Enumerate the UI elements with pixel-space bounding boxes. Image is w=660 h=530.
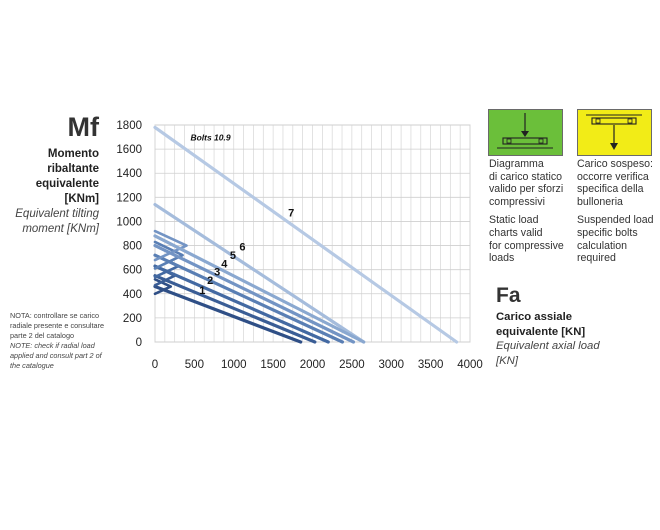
curve-label: 7 <box>288 208 294 220</box>
x-tick-label: 2500 <box>339 359 365 371</box>
mf-en-line1: Equivalent tilting <box>15 208 99 220</box>
static-it-line: valido per sforzi <box>489 183 564 196</box>
y-tick-label: 1000 <box>116 216 142 228</box>
fa-it-line1: Carico assiale <box>496 311 572 323</box>
fa-en-line1: Equivalent axial load <box>496 340 600 352</box>
note: NOTA: controllare se carico radiale pres… <box>10 311 110 371</box>
series-line-4 <box>153 253 345 344</box>
suspended-en: Suspended load specific bolts calculatio… <box>577 214 660 264</box>
y-tick-label: 800 <box>123 241 142 253</box>
note-it: NOTA: controllare se carico radiale pres… <box>10 311 105 340</box>
series-line-7 <box>153 125 459 344</box>
y-tick-label: 0 <box>136 337 142 349</box>
static-en-line: loads <box>489 252 515 265</box>
mf-description: Momento ribaltante equivalente [KNm] Equ… <box>2 147 99 237</box>
mf-symbol: Mf <box>67 112 99 142</box>
curve-label: 4 <box>221 258 228 270</box>
x-tick-label: 3000 <box>378 359 404 371</box>
curve-label: 1 <box>199 285 205 297</box>
static-en: Static load charts valid for compressive… <box>489 214 575 264</box>
y-tick-label: 1400 <box>116 168 142 180</box>
series-knee-4 <box>153 240 184 270</box>
y-tick-label: 1800 <box>116 120 142 132</box>
suspended-en-line: specific bolts <box>577 226 638 239</box>
suspended-load-icon <box>577 109 652 156</box>
suspended-it-line: specifica della <box>577 183 644 196</box>
curve-label: 5 <box>230 250 236 262</box>
series-knee-5 <box>153 229 188 262</box>
bolts-annotation: Bolts 10.9 <box>190 133 230 143</box>
x-tick-label: 1500 <box>260 359 286 371</box>
static-en-line: for compressive <box>489 239 564 252</box>
static-it-line: compressivi <box>489 195 545 208</box>
series-line-6 <box>153 234 366 344</box>
mf-it-line2: ribaltante <box>47 163 99 175</box>
x-tick-label: 4000 <box>457 359 483 371</box>
note-en: NOTE: check if radial load applied and c… <box>10 341 102 370</box>
x-tick-label: 3500 <box>418 359 444 371</box>
suspended-it-line: Carico sospeso: <box>577 158 653 170</box>
fa-description: Carico assiale equivalente [KN] Equivale… <box>496 310 656 368</box>
y-tick-label: 1200 <box>116 192 142 204</box>
suspended-en-line: required <box>577 252 616 265</box>
static-load-text: Diagramma di carico statico valido per s… <box>489 158 575 265</box>
y-tick-label: 400 <box>123 289 142 301</box>
static-it: Diagramma di carico statico valido per s… <box>489 158 575 208</box>
series-line-5 <box>153 243 356 344</box>
static-en-line: Static load <box>489 214 539 227</box>
series-line-3 <box>153 264 330 344</box>
suspended-it-line: bulloneria <box>577 195 623 208</box>
y-tick-label: 600 <box>123 265 142 277</box>
static-load-icon <box>488 109 563 156</box>
suspended-en-line: Suspended load <box>577 214 654 227</box>
curve-label: 2 <box>207 275 213 287</box>
curve-label: 6 <box>239 241 245 253</box>
fa-en-line2: [KN] <box>496 354 518 367</box>
suspended-en-line: calculation <box>577 239 628 252</box>
suspended-it-line: occorre verifica <box>577 170 649 183</box>
suspended-it: Carico sospeso: occorre verifica specifi… <box>577 158 660 208</box>
static-it-line: Diagramma <box>489 158 544 170</box>
mf-unit: [KNm] <box>64 193 100 205</box>
mf-it-line3: equivalente <box>35 178 99 190</box>
series-line-1 <box>153 284 303 344</box>
y-tick-label: 1600 <box>116 144 142 156</box>
fa-it-line2: equivalente [KN] <box>496 325 586 338</box>
x-tick-label: 1000 <box>221 359 247 371</box>
suspended-load-text: Carico sospeso: occorre verifica specifi… <box>577 158 660 265</box>
series-line-2 <box>153 274 317 344</box>
fa-symbol: Fa <box>496 284 521 307</box>
x-tick-label: 2000 <box>300 359 326 371</box>
mf-en-line2: moment [KNm] <box>22 223 99 235</box>
y-tick-label: 200 <box>123 313 142 325</box>
static-it-line: di carico statico <box>489 170 563 183</box>
x-tick-label: 500 <box>185 359 204 371</box>
curve-label: 3 <box>214 267 220 279</box>
mf-it-line1: Momento <box>47 148 99 160</box>
x-tick-label: 0 <box>152 359 158 371</box>
static-en-line: charts valid <box>489 226 543 239</box>
limit-line <box>153 202 366 344</box>
